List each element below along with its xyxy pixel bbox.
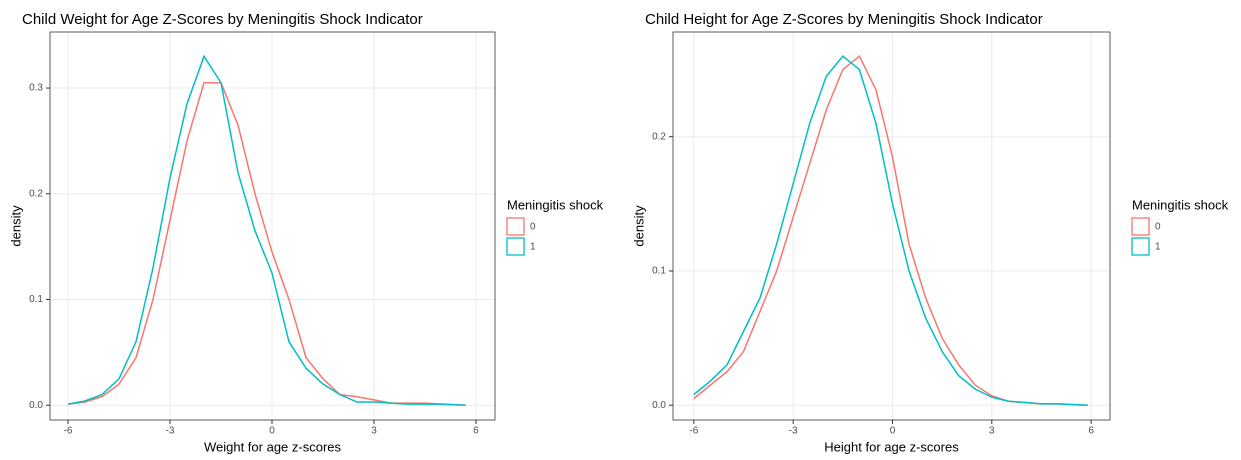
legend-title: Meningitis shock (1132, 197, 1229, 212)
x-tick-label: -6 (64, 426, 73, 437)
x-tick-label: 3 (371, 426, 377, 437)
x-tick-label: 0 (269, 426, 275, 437)
y-tick-label: 0.2 (652, 131, 666, 142)
y-tick-label: 0.1 (29, 294, 43, 305)
x-tick-label: 6 (1088, 426, 1094, 437)
chart: Child Height for Age Z-Scores by Meningi… (631, 11, 1228, 454)
legend-label: 1 (1155, 242, 1161, 253)
x-tick-label: 3 (989, 426, 995, 437)
x-tick-label: 6 (473, 426, 479, 437)
x-tick-label: 0 (890, 426, 896, 437)
legend-label: 0 (1155, 222, 1161, 233)
legend-label: 1 (530, 242, 536, 253)
chart-title: Child Height for Age Z-Scores by Meningi… (645, 11, 1043, 28)
y-tick-label: 0.0 (652, 400, 666, 411)
chart-title: Child Weight for Age Z-Scores by Meningi… (22, 11, 423, 28)
chart: Child Weight for Age Z-Scores by Meningi… (8, 11, 603, 454)
legend-title: Meningitis shock (507, 197, 604, 212)
density-line (67, 54, 466, 406)
x-axis-label: Weight for age z-scores (204, 439, 342, 454)
x-tick-label: -6 (689, 426, 698, 437)
density-line (693, 55, 1088, 406)
x-tick-label: -3 (789, 426, 798, 437)
x-axis-label: Height for age z-scores (824, 439, 959, 454)
panel (50, 32, 495, 420)
legend-key (506, 217, 525, 236)
y-tick-label: 0.1 (652, 266, 666, 277)
y-tick-label: 0.3 (29, 83, 43, 94)
y-tick-label: 0.2 (29, 188, 43, 199)
panel-border (49, 31, 496, 421)
legend-label: 0 (530, 222, 536, 233)
y-axis-label: density (631, 205, 646, 247)
x-tick-label: -3 (166, 426, 175, 437)
legend-key (1131, 237, 1150, 256)
y-axis-label: density (8, 205, 23, 247)
panel (673, 32, 1110, 420)
legend-key (506, 237, 525, 256)
y-tick-label: 0.0 (29, 400, 43, 411)
legend-key (1131, 217, 1150, 236)
panel-border (672, 31, 1111, 421)
